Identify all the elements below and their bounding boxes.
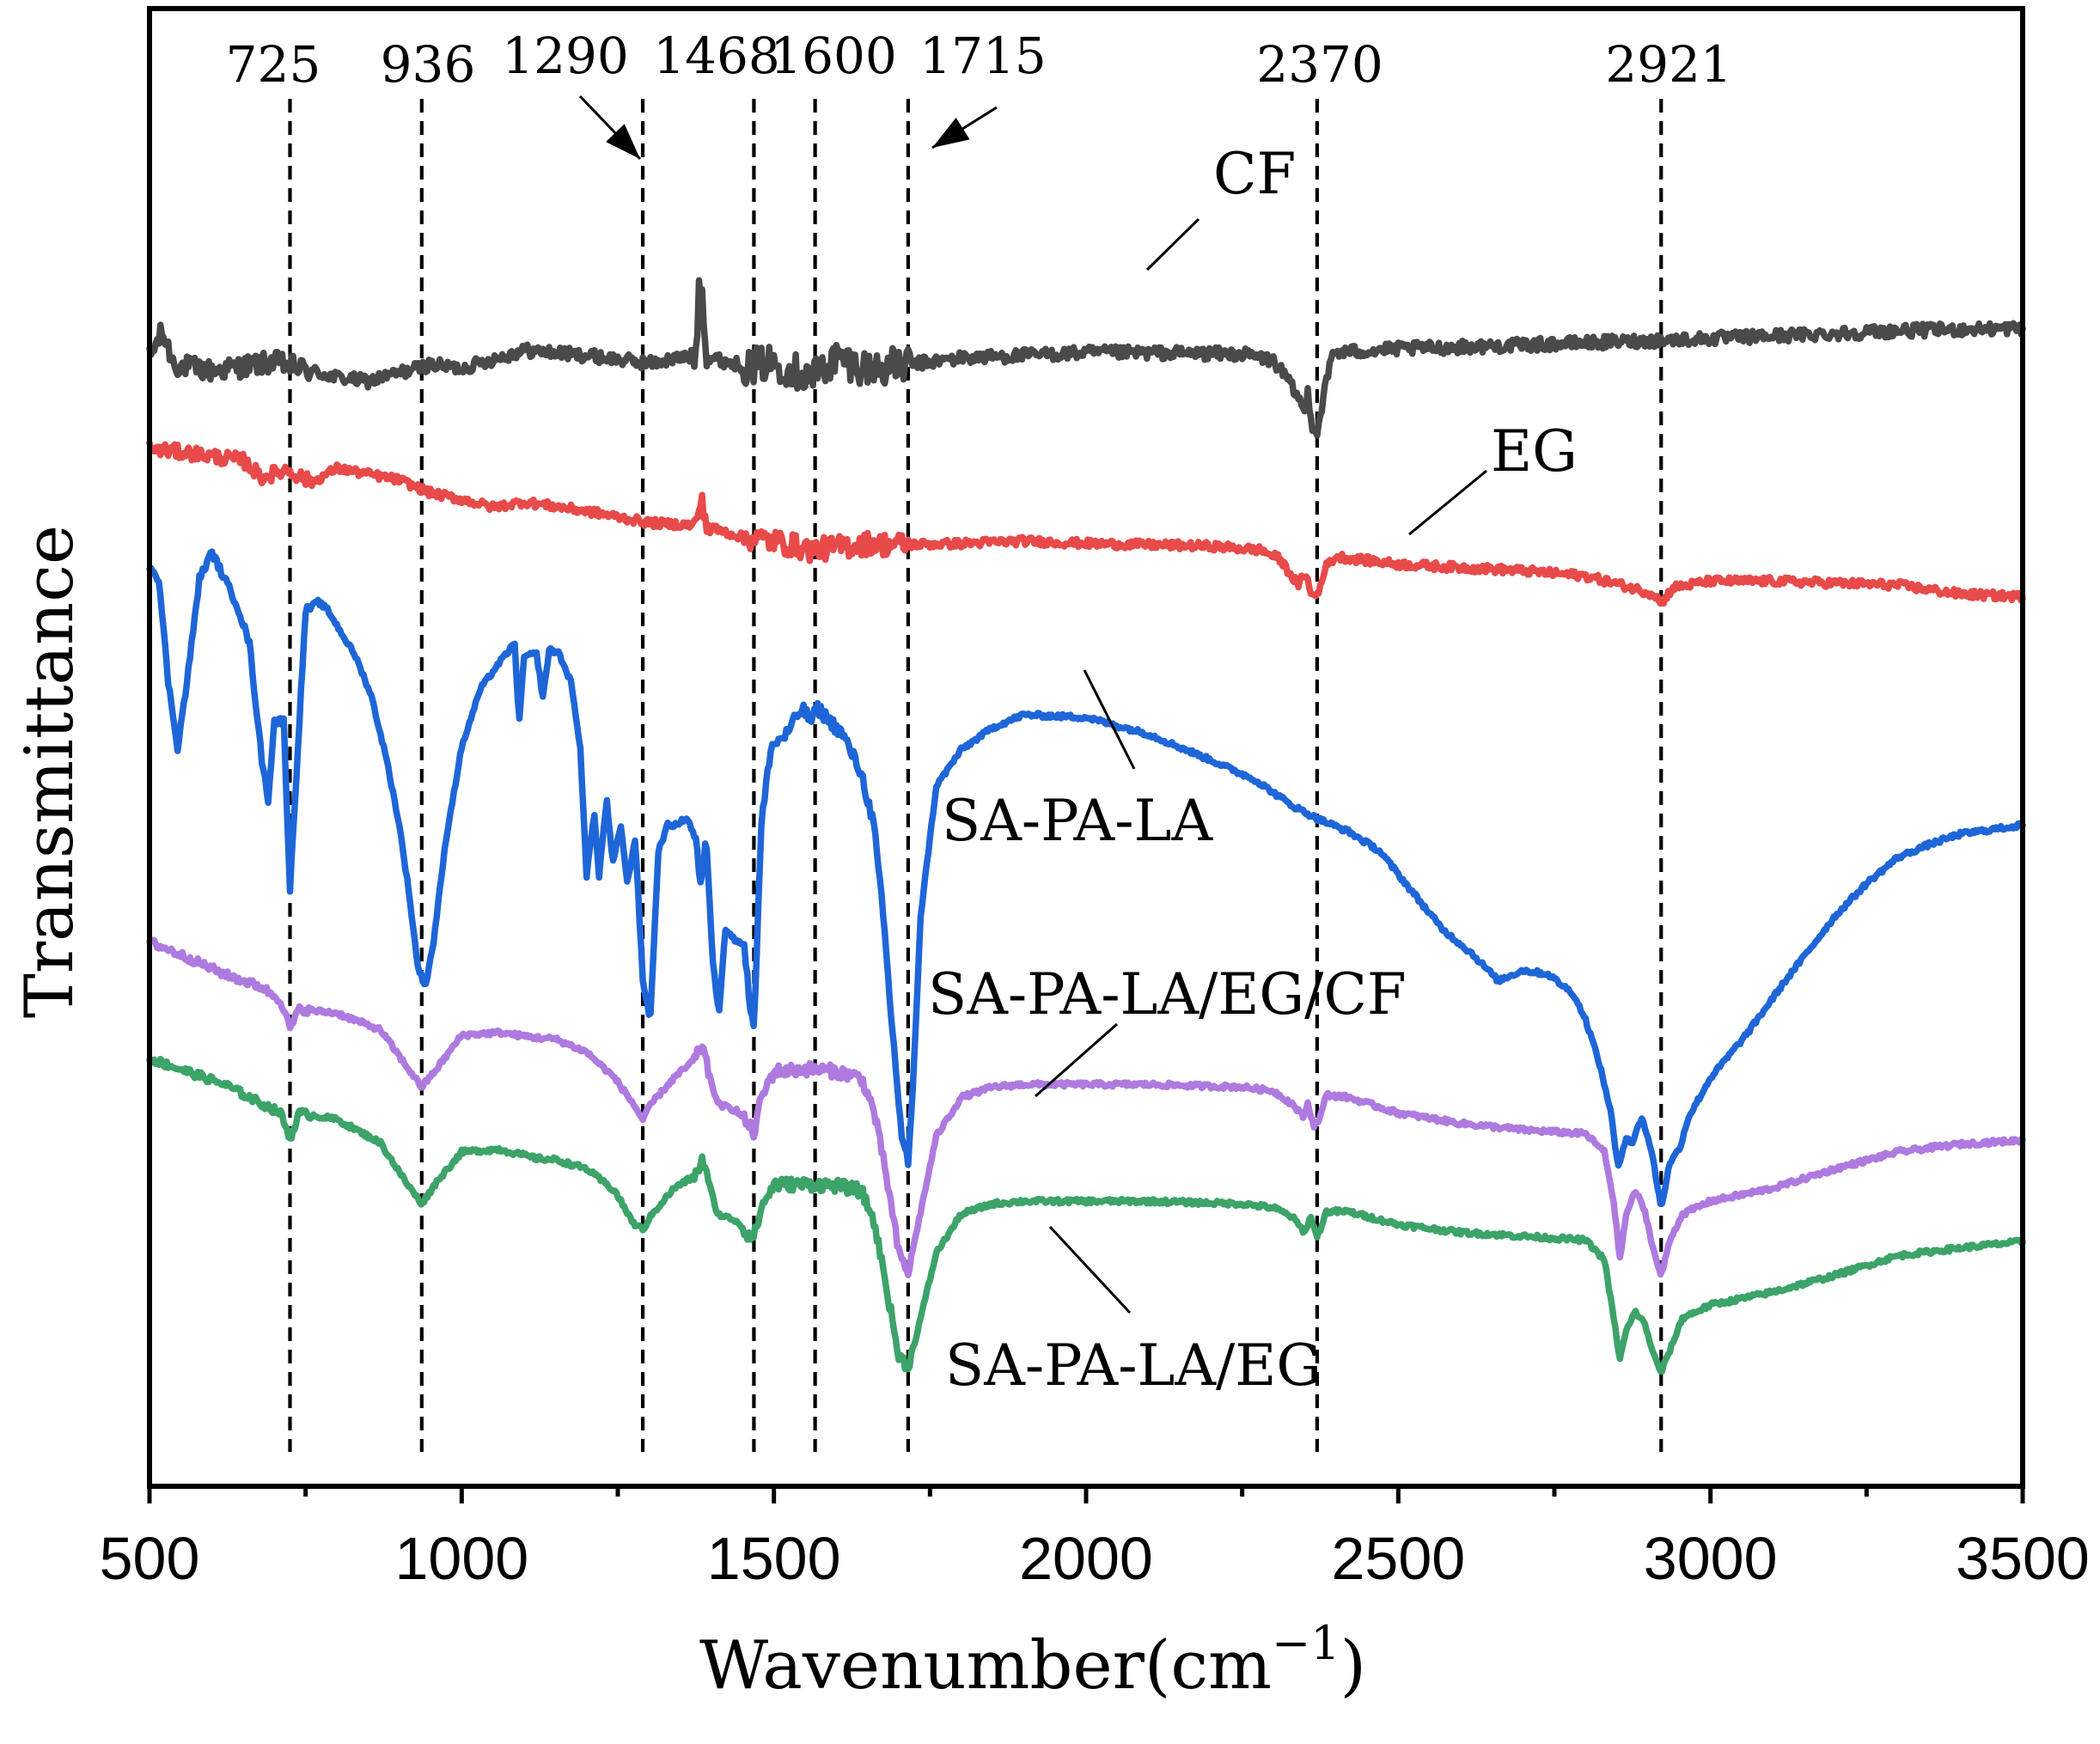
series-cf	[146, 277, 2026, 439]
series-label-cf: CF	[1213, 141, 1296, 207]
peak-label-1290: 1290	[502, 27, 629, 85]
x-tick-label-3000: 3000	[1644, 1525, 1778, 1592]
spectrum-series	[146, 277, 2026, 1375]
x-tick-label-1000: 1000	[394, 1525, 528, 1592]
reference-lines	[288, 99, 1664, 1452]
leader-eg	[1408, 469, 1487, 536]
x-tick-label-2000: 2000	[1019, 1525, 1153, 1592]
x-axis-title: Wavenumber(cm−1)	[699, 1616, 1366, 1704]
series-sa-pa-la-eg	[146, 1055, 2026, 1375]
peak-label-1715: 1715	[919, 27, 1047, 85]
series-eg	[146, 439, 2026, 607]
peak-label-1468: 1468	[653, 27, 780, 85]
arrow-1290-head	[606, 124, 640, 159]
peak-label-2921: 2921	[1605, 35, 1732, 94]
x-axis-ticks	[147, 1486, 2025, 1503]
peak-label-936: 936	[381, 35, 476, 94]
leader-sa-pa-la-eg	[1048, 1225, 1132, 1314]
x-tick-label-1500: 1500	[707, 1525, 841, 1592]
leader-sa-pa-la	[1083, 669, 1136, 770]
series-label-sa-pa-la-eg: SA-PA-LA/EG	[945, 1332, 1322, 1399]
peak-label-1600: 1600	[770, 27, 897, 85]
x-axis-title-superscript: −1	[1272, 1616, 1340, 1670]
leader-cf	[1145, 217, 1200, 271]
arrow-1715-head	[932, 117, 970, 148]
series-label-sa-pa-la-eg-cf: SA-PA-LA/EG/CF	[928, 961, 1407, 1027]
peak-label-725: 725	[226, 35, 321, 94]
series-sa-pa-la-eg-cf	[146, 936, 2026, 1278]
series-label-eg: EG	[1491, 418, 1578, 485]
peak-label-2370: 2370	[1256, 35, 1383, 94]
x-tick-label-3500: 3500	[1956, 1525, 2090, 1592]
leader-sa-pa-la-eg-cf	[1035, 1022, 1118, 1098]
series-sa-pa-la	[146, 548, 2026, 1207]
series-label-sa-pa-la: SA-PA-LA	[942, 788, 1213, 854]
y-axis-title: Transmittance	[11, 525, 89, 1018]
x-axis-tick-labels: 500 1000 1500 2000 2500 3000 3500	[100, 1525, 2090, 1592]
x-tick-label-500: 500	[100, 1525, 200, 1592]
series-labels: CF EG SA-PA-LA SA-PA-LA/EG/CF SA-PA-LA/EG	[928, 141, 1578, 1399]
x-axis-title-close: )	[1340, 1627, 1366, 1704]
x-tick-label-2500: 2500	[1331, 1525, 1465, 1592]
label-leaders	[578, 95, 1487, 1314]
